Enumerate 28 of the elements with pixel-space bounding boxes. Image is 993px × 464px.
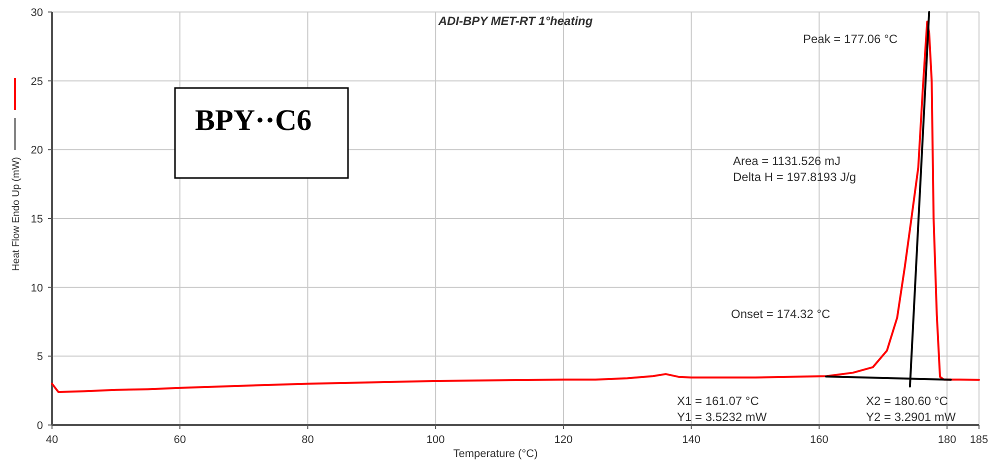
- x-tick-label: 60: [174, 434, 186, 446]
- y-axis-title: Heat Flow Endo Up (mW): [11, 157, 22, 271]
- annotation: BPY··C6: [195, 104, 312, 137]
- x-tick-label: 40: [46, 434, 58, 446]
- y-tick-label: 0: [36, 420, 43, 432]
- annotation: X1 = 161.07 °C: [677, 394, 760, 408]
- annotation: Peak = 177.06 °C: [803, 32, 898, 46]
- x-tick-label: 120: [554, 434, 573, 446]
- x-tick-label: 160: [810, 434, 828, 446]
- annotation: X2 = 180.60 °C: [866, 394, 948, 408]
- y-tick-label: 5: [36, 351, 43, 364]
- y-tick-label: 20: [30, 144, 43, 157]
- y-tick-label: 15: [30, 214, 43, 226]
- x-tick-label: 180: [938, 434, 956, 446]
- x-tick-label: 140: [682, 434, 700, 446]
- annotation: Area = 1131.526 mJ: [733, 154, 841, 168]
- annotation: Y1 = 3.5232 mW: [677, 410, 768, 424]
- chart-title: ADI-BPY MET-RT 1°heating: [437, 14, 594, 28]
- y-tick-label: 10: [30, 282, 43, 294]
- annotation: Delta H = 197.8193 J/g: [733, 170, 856, 184]
- y-tick-label: 30: [30, 7, 43, 19]
- annotation: Y2 = 3.2901 mW: [866, 410, 956, 424]
- x-tick-label: 185: [970, 434, 988, 446]
- x-tick-label: 80: [302, 434, 314, 446]
- annotation: Onset = 174.32 °C: [731, 307, 831, 321]
- x-tick-label: 100: [426, 434, 445, 446]
- x-axis-title: Temperature (°C): [453, 448, 538, 460]
- y-tick-label: 25: [30, 76, 43, 88]
